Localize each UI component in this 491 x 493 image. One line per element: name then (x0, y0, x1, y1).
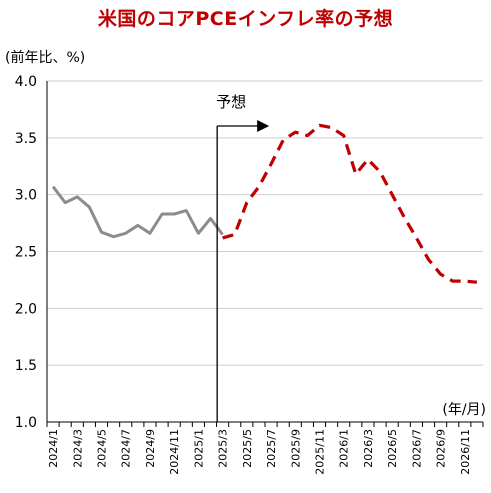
forecast-series-line (222, 123, 478, 284)
y-tick-label: 3.0 (15, 188, 37, 204)
actual-series-line (51, 185, 224, 239)
y-axis-ticks: 4.0 3.5 3.0 2.5 2.0 1.5 1.0 (15, 74, 37, 431)
x-tick-label: 2026/11 (459, 429, 472, 475)
x-tick-label: 2024/3 (71, 429, 84, 468)
x-tick-label: 2024/7 (120, 429, 133, 468)
series-lines (51, 123, 478, 284)
grid-lines (47, 80, 483, 423)
x-tick-label: 2025/11 (314, 429, 327, 475)
forecast-arrow-head (257, 120, 270, 132)
x-tick-label: 2024/1 (47, 429, 60, 468)
y-tick-label: 2.0 (15, 301, 37, 317)
y-tick-label: 2.5 (15, 245, 37, 261)
y-tick-label: 1.0 (15, 415, 37, 431)
x-axis-unit-label: (年/月) (442, 402, 486, 418)
x-tick-label: 2025/1 (192, 429, 205, 468)
y-tick-label: 1.5 (15, 358, 37, 374)
x-tick-label: 2025/3 (217, 429, 230, 468)
y-tick-label: 3.5 (15, 131, 37, 147)
x-tick-label: 2025/9 (289, 429, 302, 468)
x-axis-ticks: 2024/1 2024/3 2024/5 2024/7 2024/9 2024/11 202… (46, 422, 484, 475)
x-tick-label: 2026/1 (338, 429, 351, 468)
x-tick-label: 2025/7 (265, 429, 278, 468)
x-tick-label: 2024/5 (96, 429, 109, 468)
y-axis-unit-label: (前年比、%) (5, 50, 86, 66)
x-tick-label: 2026/3 (362, 429, 375, 468)
chart-title: 米国のコアPCEインフレ率の予想 (97, 8, 394, 30)
forecast-marker: 予想 (216, 93, 270, 422)
x-tick-label: 2026/9 (435, 429, 448, 468)
forecast-label: 予想 (216, 93, 246, 111)
y-tick-label: 4.0 (15, 74, 37, 90)
x-tick-label: 2025/5 (241, 429, 254, 468)
x-tick-label: 2026/7 (410, 429, 423, 468)
x-tick-label: 2024/11 (168, 429, 181, 475)
x-tick-label: 2024/9 (144, 429, 157, 468)
x-tick-label: 2026/5 (386, 429, 399, 468)
